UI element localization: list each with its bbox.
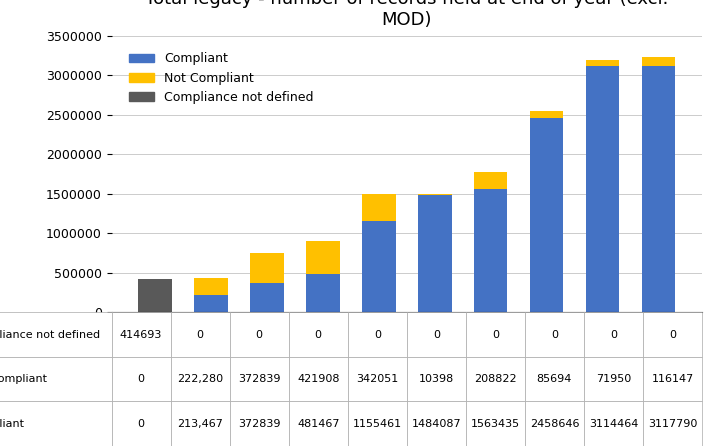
Bar: [642, 66, 675, 312]
Bar: [251, 283, 284, 312]
Bar: [251, 253, 284, 283]
Bar: [194, 278, 228, 295]
Bar: [530, 111, 563, 118]
Legend: Compliant, Not Compliant, Compliance not defined: Compliant, Not Compliant, Compliance not…: [124, 47, 318, 109]
Bar: [585, 61, 619, 66]
Bar: [418, 195, 451, 312]
Bar: [306, 274, 340, 312]
Bar: [306, 241, 340, 274]
Bar: [362, 221, 395, 312]
Bar: [194, 295, 228, 312]
Bar: [418, 194, 451, 195]
Title: Total legacy - number of records held at end of year (excl.
MOD): Total legacy - number of records held at…: [145, 0, 668, 29]
Bar: [585, 66, 619, 312]
Bar: [474, 172, 508, 189]
Bar: [474, 189, 508, 312]
Bar: [138, 280, 172, 312]
Bar: [530, 118, 563, 312]
Bar: [642, 57, 675, 66]
Bar: [362, 194, 395, 221]
